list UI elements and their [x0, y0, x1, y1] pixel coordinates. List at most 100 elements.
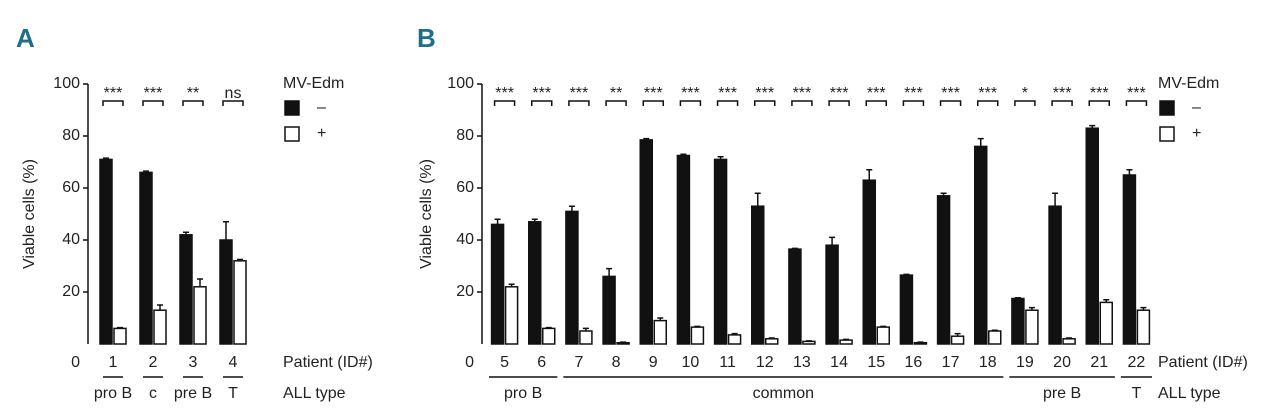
significance-label: *** [941, 85, 960, 102]
bar [788, 248, 802, 345]
x-tick-label: 14 [830, 354, 848, 371]
bar [713, 158, 728, 345]
legend-title: MV-Edm [283, 75, 344, 92]
y-tick-label: 80 [456, 127, 474, 144]
significance-label: *** [1090, 85, 1109, 102]
y-tick-label: 0 [71, 354, 80, 371]
significance-bracket [493, 100, 516, 106]
significance-bracket [679, 100, 702, 106]
error-bar [197, 278, 203, 287]
error-bar [643, 137, 650, 140]
error-bar [606, 267, 613, 277]
legend-label: – [317, 99, 326, 116]
legend-title: MV-Edm [1158, 75, 1219, 92]
bar [653, 319, 667, 345]
y-tick-label: 40 [62, 231, 80, 248]
x-axis-label: Patient (ID#) [1158, 354, 1248, 371]
bar [153, 309, 167, 345]
x-tick-label: 19 [1016, 354, 1034, 371]
error-bar [694, 325, 701, 328]
x-axis-label: Patient (ID#) [283, 354, 373, 371]
bar [1099, 301, 1113, 345]
significance-bracket [605, 100, 627, 106]
error-bar [143, 170, 149, 173]
panel-label: A [16, 23, 35, 53]
error-bar [582, 327, 589, 331]
y-tick-label: 100 [53, 75, 80, 92]
bar [542, 327, 556, 345]
legend-label: + [317, 125, 326, 142]
significance-label: *** [644, 85, 663, 102]
all-type-label: pro B [94, 385, 132, 402]
significance-bracket [977, 100, 999, 106]
x-tick-label: 8 [612, 354, 621, 371]
significance-bracket [828, 100, 850, 106]
legend-swatch [284, 126, 300, 142]
legend-swatch [1159, 126, 1175, 142]
significance-label: *** [104, 85, 123, 102]
significance-bracket [142, 100, 164, 106]
x-tick-label: 17 [942, 354, 960, 371]
significance-label: *** [681, 85, 700, 102]
bar [950, 335, 965, 345]
error-bar [1089, 124, 1096, 129]
type-axis-label: ALL type [1158, 385, 1221, 402]
error-bar [829, 236, 836, 246]
significance-label: *** [1127, 85, 1146, 102]
significance-bracket [716, 100, 739, 106]
x-tick-label: 1 [109, 354, 118, 371]
error-bar [977, 137, 984, 147]
error-bar [1126, 169, 1133, 175]
significance-label: ns [225, 85, 242, 102]
error-bar [494, 218, 501, 225]
significance-bracket [642, 100, 664, 106]
x-tick-label: 22 [1128, 354, 1146, 371]
significance-label: *** [570, 85, 589, 102]
error-bar [1052, 192, 1059, 207]
error-bar [237, 258, 243, 261]
bar [899, 274, 914, 345]
y-tick-label: 80 [62, 127, 80, 144]
error-bar [917, 341, 924, 343]
error-bar [791, 247, 798, 250]
error-bar [223, 221, 229, 240]
error-bar [880, 325, 887, 328]
x-tick-label: 15 [867, 354, 885, 371]
x-tick-label: 3 [189, 354, 198, 371]
significance-label: *** [867, 85, 886, 102]
x-tick-label: 2 [149, 354, 158, 371]
bar [490, 223, 505, 345]
bar [139, 171, 153, 345]
bar [974, 145, 988, 345]
bar [988, 330, 1002, 345]
error-bar [843, 338, 850, 341]
bar [193, 286, 207, 345]
bar [219, 239, 233, 345]
error-bar [183, 231, 189, 235]
bar [676, 154, 691, 345]
error-bar [754, 192, 761, 207]
y-tick-label: 20 [456, 283, 474, 300]
bar [99, 158, 113, 345]
significance-bracket [1051, 100, 1073, 106]
y-tick-label: 60 [62, 179, 80, 196]
significance-bracket [182, 100, 204, 106]
bar [839, 339, 853, 345]
error-bar [508, 283, 515, 287]
type-axis-label: ALL type [283, 385, 346, 402]
x-tick-label: 10 [682, 354, 700, 371]
y-tick-label: 20 [62, 283, 80, 300]
error-bar [680, 153, 687, 156]
bar [639, 139, 653, 345]
significance-label: ** [187, 85, 199, 102]
bar [751, 205, 765, 345]
x-tick-label: 11 [719, 354, 736, 371]
legend-swatch [1159, 100, 1175, 116]
bar [825, 244, 839, 345]
x-tick-label: 21 [1090, 354, 1108, 371]
significance-label: *** [144, 85, 163, 102]
bar [802, 340, 816, 345]
x-tick-label: 5 [500, 354, 509, 371]
error-bar [103, 157, 109, 160]
error-bar [545, 326, 552, 329]
